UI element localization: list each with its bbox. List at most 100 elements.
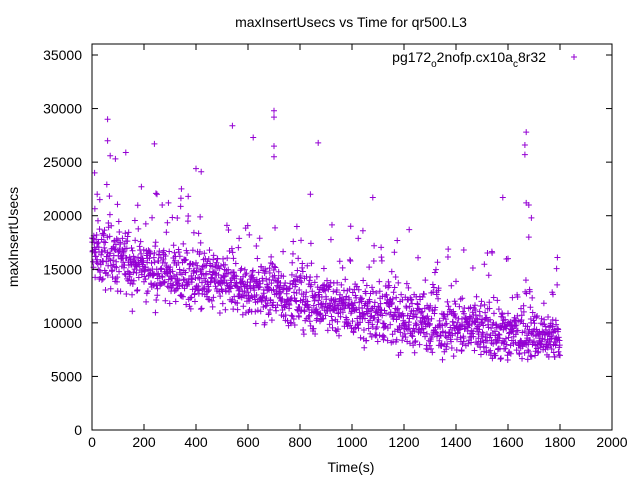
data-point bbox=[448, 282, 455, 289]
data-point bbox=[180, 276, 187, 283]
data-point bbox=[217, 293, 224, 300]
data-point bbox=[96, 226, 103, 233]
data-point bbox=[472, 311, 479, 318]
data-point bbox=[279, 296, 286, 303]
data-point bbox=[196, 248, 203, 255]
data-point bbox=[355, 325, 362, 332]
data-point bbox=[187, 305, 194, 312]
y-tick-label: 30000 bbox=[43, 101, 82, 117]
outlier-point bbox=[138, 183, 145, 190]
data-point bbox=[406, 315, 413, 322]
data-point bbox=[398, 291, 405, 298]
data-point bbox=[99, 248, 106, 255]
data-point bbox=[419, 308, 426, 315]
data-point bbox=[268, 253, 275, 260]
data-point bbox=[397, 329, 404, 336]
data-point bbox=[251, 287, 258, 294]
data-point bbox=[507, 318, 514, 325]
data-point bbox=[307, 240, 314, 247]
legend-label-part: 2nofp.cx10a bbox=[437, 49, 513, 65]
data-point bbox=[239, 278, 246, 285]
data-point bbox=[381, 334, 388, 341]
data-point bbox=[173, 271, 180, 278]
data-point bbox=[380, 336, 387, 343]
data-point bbox=[432, 304, 439, 311]
data-point bbox=[301, 308, 308, 315]
data-point bbox=[250, 274, 257, 281]
data-point bbox=[347, 257, 354, 264]
data-point bbox=[182, 256, 189, 263]
x-tick-label: 2000 bbox=[596, 434, 627, 450]
data-point bbox=[197, 306, 204, 313]
data-point bbox=[224, 255, 231, 262]
data-point bbox=[102, 239, 109, 246]
data-point bbox=[272, 224, 279, 231]
data-point bbox=[300, 326, 307, 333]
data-point bbox=[132, 237, 139, 244]
data-point bbox=[412, 322, 419, 329]
data-point bbox=[477, 303, 484, 310]
data-point bbox=[134, 202, 141, 209]
data-point bbox=[291, 289, 298, 296]
data-point bbox=[471, 347, 478, 354]
data-point bbox=[534, 349, 541, 356]
data-point bbox=[502, 335, 509, 342]
plot-frame bbox=[91, 43, 613, 431]
data-point bbox=[524, 356, 531, 363]
data-point bbox=[163, 229, 170, 236]
outlier-point bbox=[271, 153, 277, 160]
data-point bbox=[404, 326, 411, 333]
outlier-point bbox=[525, 234, 532, 241]
data-point bbox=[94, 217, 101, 224]
data-point bbox=[277, 289, 284, 296]
data-point bbox=[416, 341, 423, 348]
data-point bbox=[293, 290, 300, 297]
data-point bbox=[195, 230, 202, 237]
data-point bbox=[240, 303, 247, 310]
data-point bbox=[405, 319, 412, 326]
outlier-point bbox=[94, 191, 101, 198]
data-point bbox=[306, 277, 313, 284]
data-point bbox=[476, 326, 483, 333]
data-point bbox=[374, 338, 381, 345]
data-point bbox=[183, 301, 190, 308]
data-point bbox=[254, 255, 261, 262]
data-point bbox=[444, 311, 451, 318]
data-point bbox=[452, 301, 459, 308]
data-point bbox=[368, 333, 375, 340]
outlier-point bbox=[505, 255, 511, 262]
data-point bbox=[213, 259, 220, 266]
data-point bbox=[197, 239, 204, 246]
x-tick-label: 1800 bbox=[544, 434, 575, 450]
data-point bbox=[534, 312, 541, 319]
data-point bbox=[108, 222, 115, 229]
data-point bbox=[477, 351, 484, 358]
outlier-point bbox=[112, 155, 119, 162]
data-point bbox=[326, 283, 333, 290]
outlier-point bbox=[96, 196, 103, 203]
data-point bbox=[443, 343, 450, 350]
data-point bbox=[366, 317, 373, 324]
data-point bbox=[426, 306, 433, 313]
data-point bbox=[435, 285, 442, 292]
data-point bbox=[295, 313, 302, 320]
data-point bbox=[487, 316, 494, 323]
data-point bbox=[497, 324, 504, 331]
data-point bbox=[222, 261, 229, 268]
legend: pg172o2nofp.cx10ac8r32 bbox=[392, 49, 577, 70]
data-point bbox=[205, 283, 212, 290]
data-point bbox=[541, 331, 548, 338]
data-point bbox=[158, 273, 165, 280]
data-point bbox=[483, 331, 490, 338]
data-point bbox=[242, 309, 249, 316]
data-point bbox=[290, 238, 297, 245]
data-point bbox=[459, 295, 466, 302]
data-point bbox=[114, 274, 121, 281]
data-point bbox=[329, 317, 336, 324]
data-point bbox=[553, 321, 560, 328]
data-point bbox=[177, 203, 184, 210]
data-point bbox=[507, 350, 514, 357]
data-point bbox=[378, 254, 385, 261]
data-point bbox=[478, 319, 485, 326]
outlier-point bbox=[271, 114, 277, 121]
